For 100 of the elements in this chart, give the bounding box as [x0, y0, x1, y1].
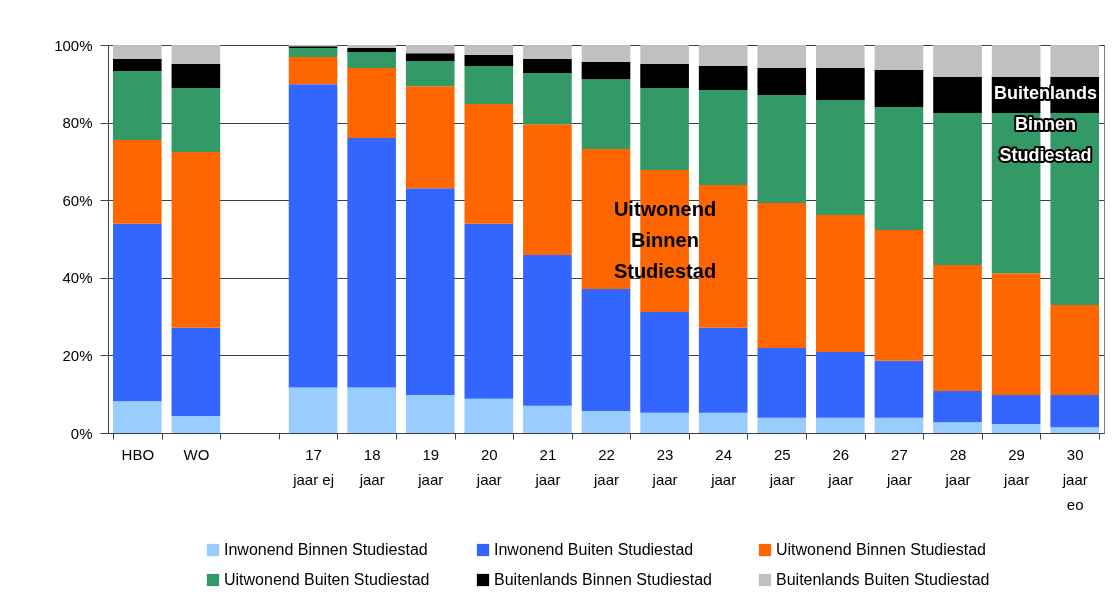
bar	[991, 424, 1041, 433]
x-tick-label: HBO	[121, 445, 155, 463]
x-tick-label: 17 jaar ej	[292, 445, 334, 488]
legend-label: Inwonend Buiten Studiestad	[494, 541, 694, 558]
bar	[347, 51, 396, 68]
legend-label: Uitwonend Binnen Studiestad	[776, 541, 986, 558]
bar	[288, 48, 338, 58]
bar	[698, 327, 748, 413]
bar	[757, 67, 807, 96]
bar	[405, 45, 455, 54]
x-tick-label: 30 jaar eo	[1061, 445, 1088, 513]
x-tick-label: 21 jaar	[534, 445, 561, 488]
bar	[933, 112, 982, 265]
bar	[405, 53, 455, 61]
bar	[933, 422, 982, 433]
bar	[581, 410, 631, 433]
bar	[347, 138, 396, 388]
bar	[640, 311, 689, 413]
bar	[757, 45, 807, 68]
x-tick-label: 19 jaar	[417, 445, 444, 488]
y-tick-label: 80%	[62, 114, 93, 132]
bar	[757, 348, 807, 418]
bar	[112, 140, 162, 224]
bar	[464, 45, 514, 56]
bar	[405, 60, 455, 87]
bar	[698, 65, 748, 91]
bar	[405, 394, 455, 433]
bar	[1050, 45, 1100, 77]
x-tick-label: 20 jaar	[475, 445, 502, 488]
bar	[698, 90, 748, 186]
x-tick-label: 18 jaar	[358, 445, 385, 488]
bar	[523, 58, 572, 73]
bar	[581, 79, 631, 149]
bar	[464, 65, 514, 104]
y-tick-label: 0%	[70, 424, 93, 442]
bar	[757, 95, 807, 203]
legend-label: Uitwonend Buiten Studiestad	[224, 571, 430, 588]
bar	[288, 84, 338, 388]
bar	[347, 67, 396, 139]
x-tick-label: WO	[183, 445, 210, 463]
bar	[874, 45, 924, 70]
bar	[464, 103, 514, 224]
bar	[581, 289, 631, 411]
bar	[405, 188, 455, 395]
bar	[991, 394, 1041, 425]
bar	[991, 273, 1041, 395]
x-tick-label: 22 jaar	[592, 445, 620, 488]
bar	[523, 72, 572, 125]
bar	[698, 45, 748, 66]
legend-label: Buitenlands Buiten Studiestad	[776, 571, 990, 588]
bar	[933, 391, 982, 423]
bar	[464, 398, 514, 433]
x-tick-label: 29 jaar	[1003, 445, 1030, 488]
bar	[1050, 394, 1100, 428]
bar	[171, 64, 221, 89]
bar	[933, 265, 982, 392]
bar	[1050, 304, 1100, 395]
x-tick-label: 28 jaar	[944, 445, 971, 488]
bar	[874, 69, 924, 108]
bar	[171, 152, 221, 328]
bar	[523, 45, 572, 59]
bar	[288, 387, 338, 433]
bar	[757, 202, 807, 349]
bar	[933, 76, 982, 113]
bar	[874, 107, 924, 231]
bar	[1050, 427, 1100, 433]
bar	[640, 412, 689, 433]
bar	[523, 254, 572, 406]
bar	[816, 214, 865, 352]
bar	[640, 64, 689, 89]
bar	[112, 58, 162, 71]
y-tick-label: 100%	[54, 36, 93, 54]
x-tick-label: 25 jaar	[768, 445, 795, 488]
bar	[581, 62, 631, 80]
x-tick-label: 23 jaar	[651, 445, 678, 488]
bar	[698, 412, 748, 433]
x-tick-label: 24 jaar	[710, 445, 737, 488]
bar	[171, 45, 221, 65]
x-tick-label: 27 jaar	[885, 445, 912, 488]
bar	[640, 88, 689, 170]
bar	[874, 417, 924, 433]
bar	[347, 387, 396, 433]
bar	[816, 100, 865, 215]
legend-label: Buitenlands Binnen Studiestad	[494, 571, 712, 588]
bar	[874, 230, 924, 361]
bar	[112, 45, 162, 59]
bar	[288, 57, 338, 85]
bar	[464, 223, 514, 399]
y-tick-label: 40%	[62, 269, 93, 287]
bar	[933, 45, 982, 77]
bar	[112, 71, 162, 141]
bar	[523, 405, 572, 433]
bar	[405, 86, 455, 189]
bar	[816, 45, 865, 68]
legend-label: Inwonend Binnen Studiestad	[224, 541, 428, 558]
bar	[816, 351, 865, 418]
bar	[523, 124, 572, 255]
bar	[112, 401, 162, 433]
bar	[874, 360, 924, 418]
bar	[816, 417, 865, 433]
